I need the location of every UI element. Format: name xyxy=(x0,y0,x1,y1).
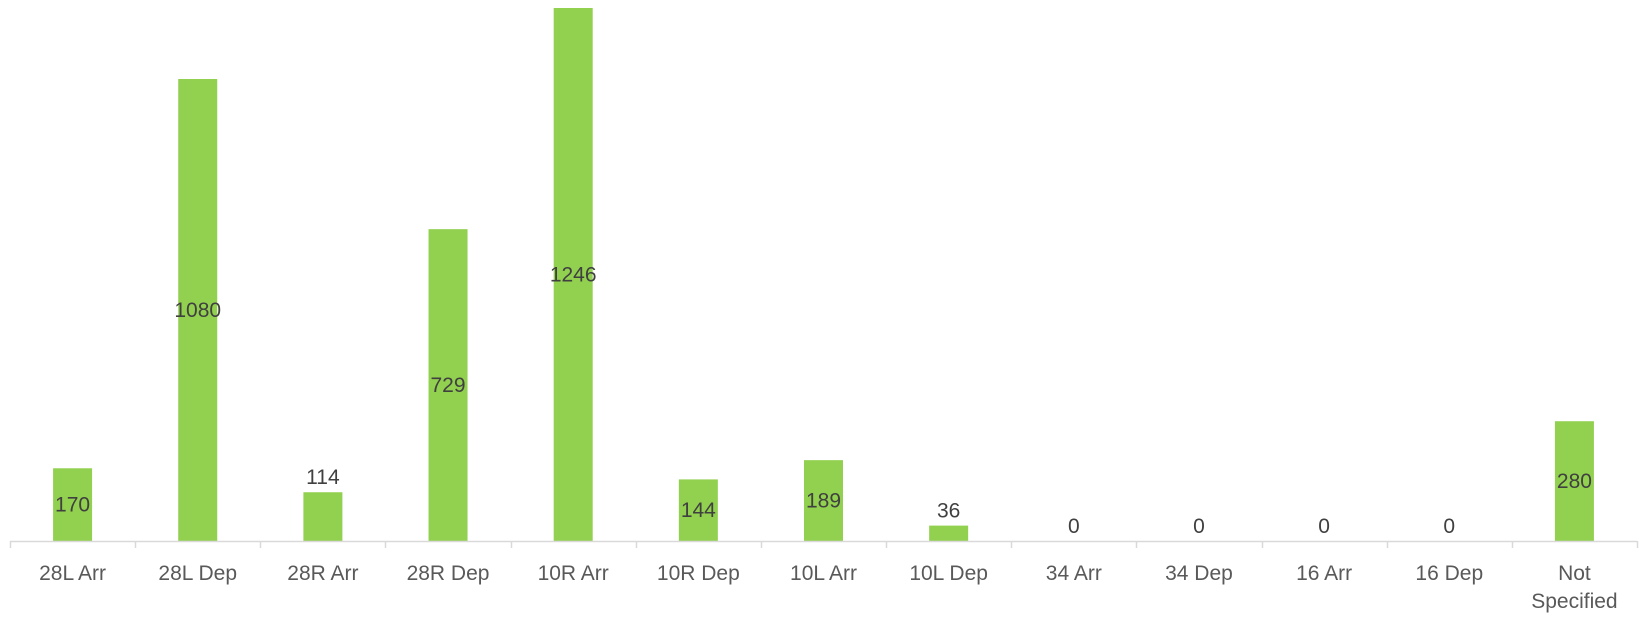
bars xyxy=(53,8,1594,541)
x-tick-label: 16 Dep xyxy=(1415,562,1483,585)
bar xyxy=(678,479,718,541)
data-label: 0 xyxy=(1068,515,1080,538)
x-tick-label: 34 Dep xyxy=(1165,562,1233,585)
x-tick-label-line: 10L Dep xyxy=(909,562,988,585)
data-labels: 170 1080 114 729 1246 144 189 36 0 0 0 0 280 xyxy=(55,264,1592,539)
x-tick-label-line: Not xyxy=(1558,562,1591,585)
bar xyxy=(428,229,468,541)
data-label: 1080 xyxy=(174,299,221,322)
x-tick-label-line: 28L Arr xyxy=(39,562,106,585)
x-tick-label-line: 16 Dep xyxy=(1415,562,1483,585)
x-tick-label-line: 10R Dep xyxy=(657,562,740,585)
bar xyxy=(804,460,843,541)
x-tick-label: Not Specified xyxy=(1531,562,1617,613)
data-label: 114 xyxy=(306,466,340,489)
x-tick-label: 28R Arr xyxy=(287,562,358,585)
x-tick-label: 10R Dep xyxy=(657,562,740,585)
x-tick-labels: 28L Arr 28L Dep 28R Arr 28R Dep 10R Arr 10R D… xyxy=(39,562,1618,613)
data-label: 189 xyxy=(806,490,841,513)
data-label: 144 xyxy=(681,499,716,522)
data-label: 0 xyxy=(1318,515,1330,538)
x-tick-label: 16 Arr xyxy=(1296,562,1352,585)
bar xyxy=(303,492,343,541)
bar xyxy=(553,8,593,541)
x-tick-label: 28L Arr xyxy=(39,562,106,585)
x-tick-label-line: 28R Arr xyxy=(287,562,358,585)
data-label: 170 xyxy=(55,494,90,517)
data-label: 0 xyxy=(1443,515,1455,538)
data-label: 1246 xyxy=(550,264,597,287)
bar xyxy=(1554,421,1594,541)
bar xyxy=(53,468,93,541)
x-tick-label-line: 28L Dep xyxy=(158,562,237,585)
data-label: 280 xyxy=(1557,470,1592,493)
x-tick-label: 10L Arr xyxy=(790,562,857,585)
x-tick-label: 34 Arr xyxy=(1046,562,1102,585)
x-tick-label-line: Specified xyxy=(1531,590,1617,613)
x-tick-label-line: 34 Arr xyxy=(1046,562,1102,585)
x-tick-label-line: 34 Dep xyxy=(1165,562,1233,585)
bar xyxy=(929,525,969,541)
x-axis xyxy=(9,540,1639,548)
x-tick-label: 28L Dep xyxy=(158,562,237,585)
x-tick-label-line: 10R Arr xyxy=(538,562,609,585)
x-tick-label-line: 16 Arr xyxy=(1296,562,1352,585)
data-label: 729 xyxy=(431,374,466,397)
x-tick-label: 10R Arr xyxy=(538,562,609,585)
x-tick-label: 10L Dep xyxy=(909,562,988,585)
bar xyxy=(178,79,218,541)
x-tick-label-line: 10L Arr xyxy=(790,562,857,585)
data-label: 36 xyxy=(937,500,960,523)
x-tick-label: 28R Dep xyxy=(407,562,490,585)
x-tick-label-line: 28R Dep xyxy=(407,562,490,585)
data-label: 0 xyxy=(1193,515,1205,538)
